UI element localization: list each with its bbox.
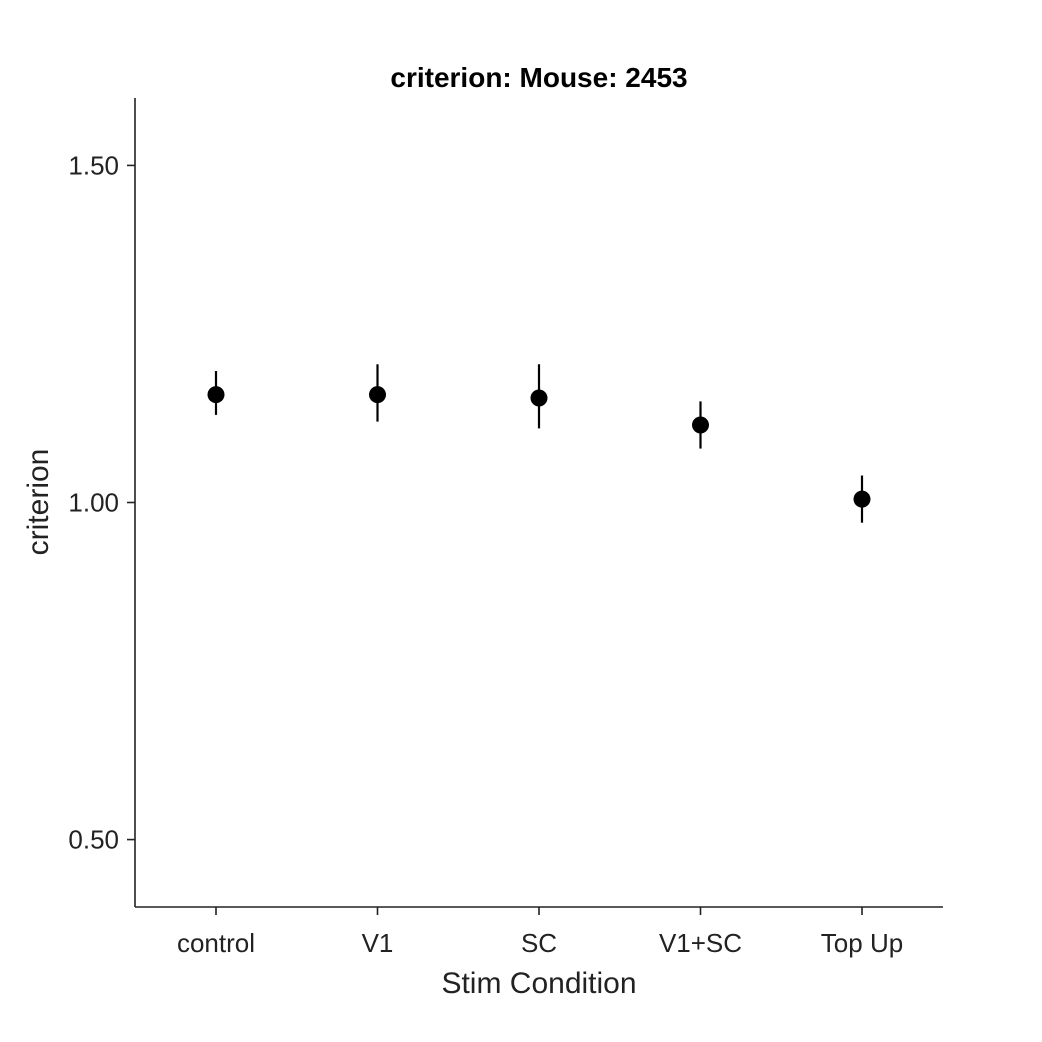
y-tick-label: 0.50 xyxy=(68,825,119,855)
data-point xyxy=(207,386,225,404)
chart-title: criterion: Mouse: 2453 xyxy=(390,62,687,93)
data-point xyxy=(530,389,548,407)
y-ticks: 0.50 1.00 1.50 xyxy=(68,150,135,855)
x-tick-label: V1+SC xyxy=(659,928,742,958)
data-point xyxy=(853,490,871,508)
x-ticks: control V1 SC V1+SC Top Up xyxy=(177,907,903,958)
x-axis-label: Stim Condition xyxy=(441,967,636,1000)
x-tick-label: control xyxy=(177,928,255,958)
x-tick-label: V1 xyxy=(362,928,394,958)
y-tick-label: 1.00 xyxy=(68,488,119,518)
y-axis-label: criterion xyxy=(22,449,55,556)
x-tick-label: Top Up xyxy=(821,928,903,958)
data-point xyxy=(692,416,709,434)
x-tick-label: SC xyxy=(521,928,557,958)
data-point xyxy=(369,386,386,404)
y-tick-label: 1.50 xyxy=(68,150,119,180)
data-marks xyxy=(207,364,871,523)
plot-area: 0.50 1.00 1.50 control V1 SC V1+SC Top Up xyxy=(68,98,943,958)
